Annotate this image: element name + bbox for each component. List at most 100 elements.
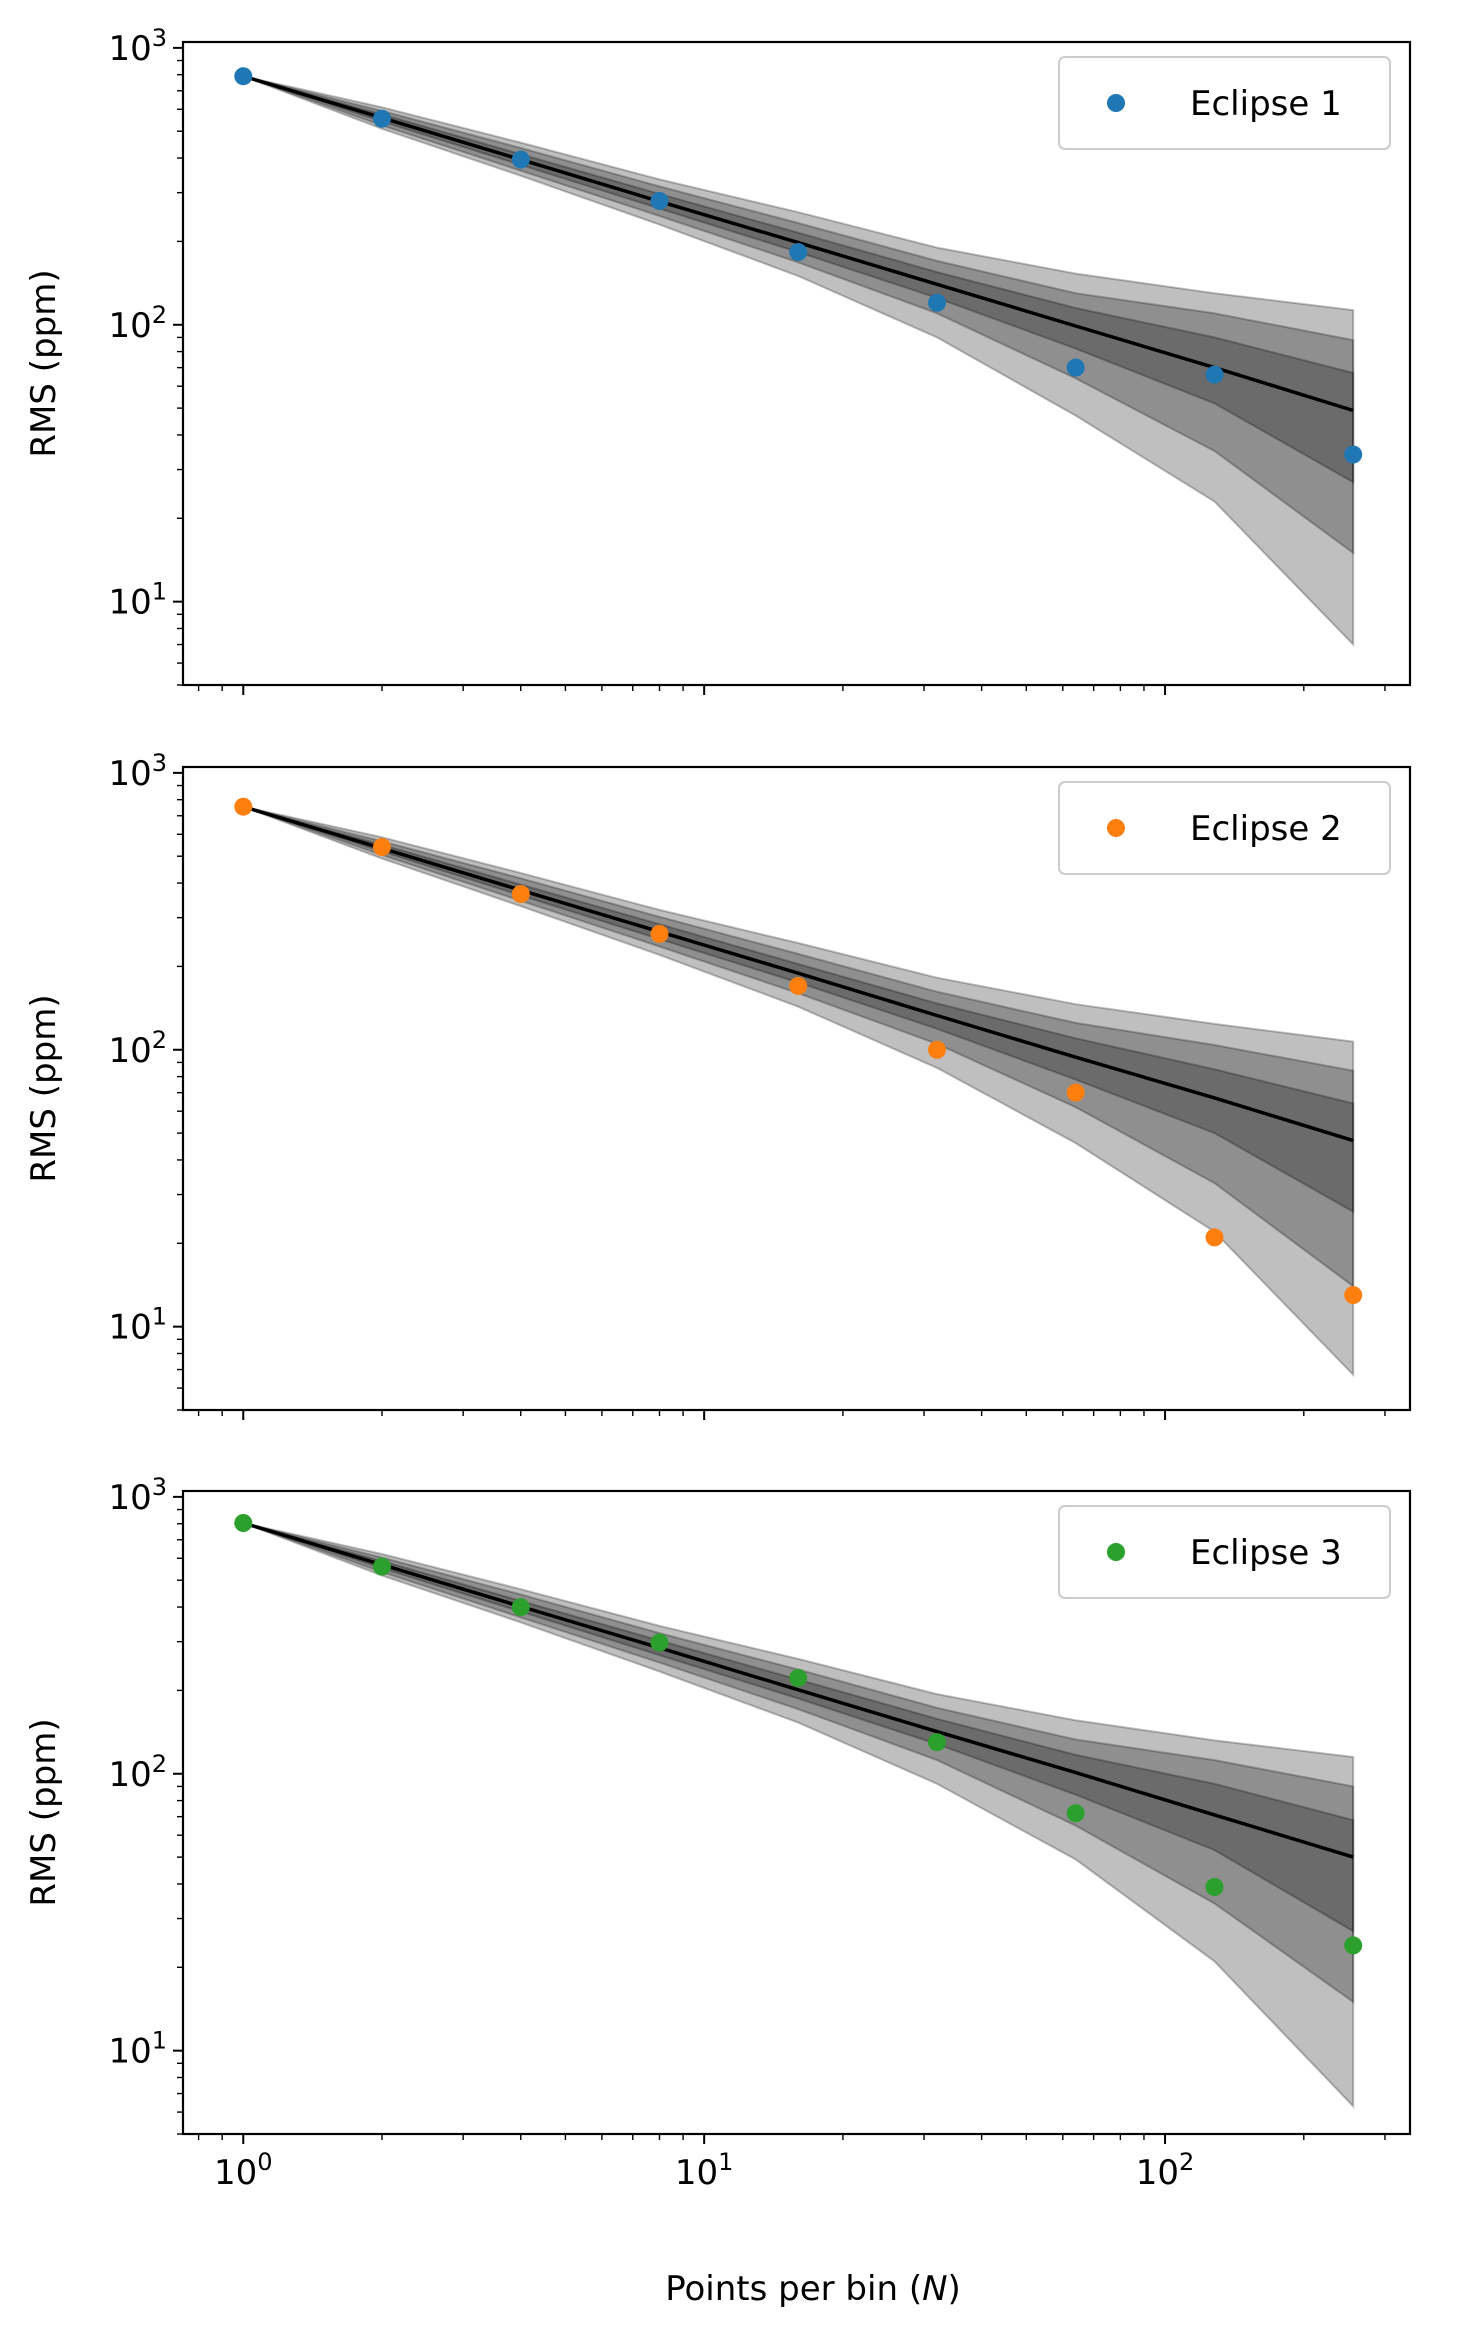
y-tick-label-exponent: 1 xyxy=(152,2027,167,2055)
data-point-32 xyxy=(928,1040,946,1059)
data-point-32 xyxy=(928,293,946,312)
axes-frame xyxy=(181,1489,1412,2136)
legend-box xyxy=(1058,56,1391,150)
x-axis-ticks xyxy=(197,2134,1386,2144)
sigma-band-3 xyxy=(242,75,1355,647)
y-axis-label: RMS (ppm) xyxy=(24,269,64,457)
legend: Eclipse 2 xyxy=(1058,781,1391,875)
confidence-bands xyxy=(242,805,1355,1378)
y-tick-label-exponent: 1 xyxy=(152,1303,167,1331)
sigma-band-1 xyxy=(242,75,1355,484)
y-tick-label-base: 10 xyxy=(108,1478,151,1518)
y-tick-label-base: 10 xyxy=(108,1308,151,1348)
y-tick-label-base: 10 xyxy=(108,306,151,346)
data-point-8 xyxy=(650,1633,669,1652)
data-point-1 xyxy=(234,1514,253,1532)
legend: Eclipse 1 xyxy=(1058,56,1391,150)
y-tick-label: 103 xyxy=(108,24,167,69)
y-tick-label-exponent: 3 xyxy=(152,749,167,777)
sigma-band-3 xyxy=(242,1522,1355,2109)
y-tick-label: 103 xyxy=(108,749,167,794)
y-tick-label-base: 10 xyxy=(108,1755,151,1795)
legend-marker xyxy=(1107,819,1125,837)
x-tick-label-exponent: 0 xyxy=(257,2148,272,2176)
y-tick-label-exponent: 2 xyxy=(152,301,167,329)
y-tick-label: 101 xyxy=(108,1303,167,1348)
legend-label: Eclipse 2 xyxy=(1190,809,1342,849)
x-tick-label-base: 10 xyxy=(214,2153,257,2193)
rms-data-points xyxy=(234,797,1363,1305)
x-axis-label: Points per bin (N) xyxy=(665,2269,961,2309)
x-tick-label-base: 10 xyxy=(675,2153,718,2193)
y-tick-label: 102 xyxy=(108,1750,167,1795)
data-point-128 xyxy=(1205,1878,1224,1896)
legend-marker xyxy=(1107,1543,1125,1561)
axes-frame xyxy=(181,40,1412,687)
legend-box xyxy=(1058,781,1391,875)
data-point-4 xyxy=(511,150,530,169)
y-tick-label-base: 10 xyxy=(108,2032,151,2072)
x-axis-label-prefix: Points per bin ( xyxy=(665,2269,922,2309)
y-tick-label: 102 xyxy=(108,301,167,346)
x-axis-ticks xyxy=(197,685,1386,695)
legend-marker xyxy=(1107,94,1125,112)
data-point-32 xyxy=(928,1733,946,1752)
expected-rms-line xyxy=(242,74,1354,413)
data-point-256 xyxy=(1344,1286,1363,1305)
x-tick-label: 102 xyxy=(1136,2148,1195,2193)
x-axis-ticks xyxy=(197,1410,1386,1420)
data-point-2 xyxy=(373,838,391,856)
legend-label: Eclipse 1 xyxy=(1190,84,1342,124)
x-tick-label-exponent: 1 xyxy=(718,2148,733,2176)
x-axis-label-suffix: ) xyxy=(948,2269,961,2309)
data-point-8 xyxy=(650,924,669,943)
rms-data-points xyxy=(234,1514,1363,1955)
rms-data-points xyxy=(234,67,1363,464)
x-tick-label-base: 10 xyxy=(1136,2153,1179,2193)
y-tick-label-base: 10 xyxy=(108,754,151,794)
data-point-256 xyxy=(1344,1936,1363,1955)
legend-label: Eclipse 3 xyxy=(1190,1533,1342,1573)
y-axis-label: RMS (ppm) xyxy=(24,1718,64,1906)
y-tick-label-exponent: 3 xyxy=(152,1473,167,1501)
data-point-64 xyxy=(1066,1083,1085,1102)
data-point-16 xyxy=(789,1668,808,1687)
sigma-band-2 xyxy=(242,1522,1355,2004)
y-tick-label-exponent: 2 xyxy=(152,1750,167,1778)
x-axis-label-variable: N xyxy=(922,2269,947,2309)
y-tick-label-exponent: 1 xyxy=(152,578,167,606)
data-point-64 xyxy=(1066,1804,1085,1823)
y-tick-label-exponent: 2 xyxy=(152,1026,167,1054)
data-point-2 xyxy=(373,109,391,128)
x-tick-label: 100 xyxy=(214,2148,273,2193)
y-axis-ticks xyxy=(173,46,183,686)
y-axis-label: RMS (ppm) xyxy=(24,994,64,1182)
data-point-16 xyxy=(789,976,808,995)
data-point-4 xyxy=(511,1598,530,1617)
data-point-64 xyxy=(1066,358,1085,377)
data-point-2 xyxy=(373,1557,391,1576)
y-tick-label: 101 xyxy=(108,2027,167,2072)
y-axis-ticks xyxy=(173,1495,183,2135)
data-point-256 xyxy=(1344,445,1363,464)
y-tick-label-base: 10 xyxy=(108,1031,151,1071)
sigma-band-3 xyxy=(242,805,1355,1378)
data-point-4 xyxy=(511,885,530,904)
data-point-1 xyxy=(234,67,253,86)
data-point-16 xyxy=(789,243,808,262)
expected-rms-line xyxy=(242,805,1354,1143)
y-tick-label-base: 10 xyxy=(108,29,151,69)
x-tick-label-exponent: 2 xyxy=(1179,2148,1194,2176)
sigma-band-2 xyxy=(242,805,1355,1289)
expected-rms-line xyxy=(242,1521,1354,1859)
sigma-band-1 xyxy=(242,805,1355,1214)
legend: Eclipse 3 xyxy=(1058,1505,1391,1599)
legend-box xyxy=(1058,1505,1391,1599)
y-tick-label-exponent: 3 xyxy=(152,24,167,52)
confidence-bands xyxy=(242,1522,1355,2109)
